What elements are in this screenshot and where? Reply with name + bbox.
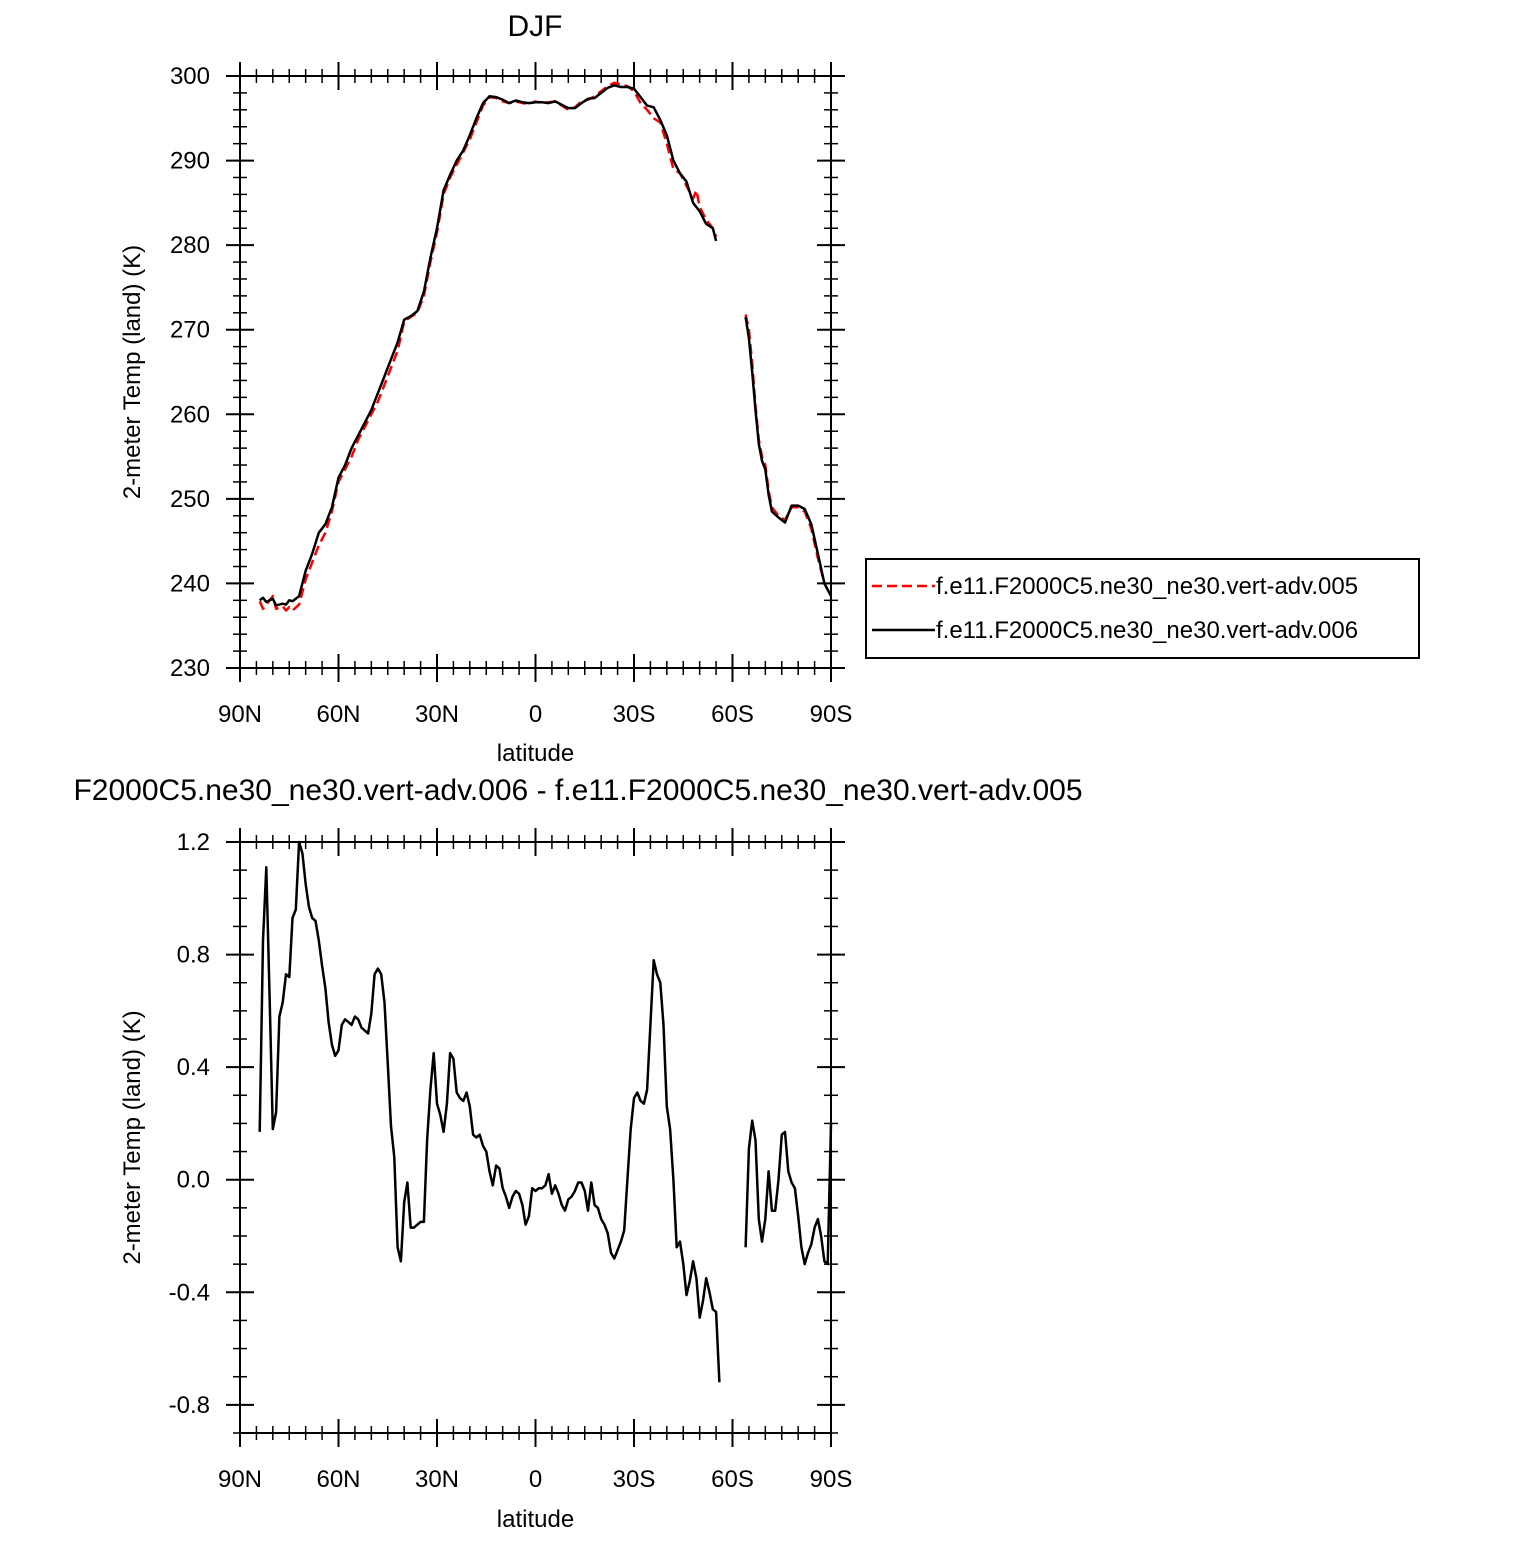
x-tick-label: 60S [711, 701, 754, 728]
legend: f.e11.F2000C5.ne30_ne30.vert-adv.005 f.e1… [865, 558, 1420, 659]
legend-box [865, 558, 1420, 659]
series-line [744, 316, 833, 597]
y-tick-label: 0.0 [177, 1167, 210, 1194]
y-tick-label: 1.2 [177, 829, 210, 856]
x-tick-label: 30N [415, 1466, 459, 1493]
y-tick-label: -0.8 [169, 1392, 210, 1419]
legend-label: f.e11.F2000C5.ne30_ne30.vert-adv.005 [936, 573, 1358, 600]
y-tick-label: 290 [170, 148, 210, 175]
series-line [744, 1119, 833, 1266]
x-tick-label: 60N [316, 701, 360, 728]
y-axis-label: 2-meter Temp (land) (K) [119, 245, 146, 499]
x-tick-label: 60N [316, 1466, 360, 1493]
plot-frame [239, 841, 832, 1434]
x-tick-label: 0 [529, 701, 542, 728]
difference-plot: F2000C5.ne30_ne30.vert-adv.006 - f.e11.F… [73, 774, 1082, 1533]
series-line [258, 81, 718, 612]
x-axis-label: latitude [497, 1506, 574, 1533]
y-axis-label: 2-meter Temp (land) (K) [119, 1010, 146, 1264]
y-tick-label: 280 [170, 232, 210, 259]
y-tick-label: 270 [170, 317, 210, 344]
x-tick-label: 60S [711, 1466, 754, 1493]
series-line [258, 84, 718, 607]
y-tick-label: 240 [170, 570, 210, 597]
temperature-plot: DJF 90N 60N 30N 0 30S 60S 90S 230 240 250 260 270 280… [119, 10, 852, 767]
x-tick-label: 30S [613, 701, 656, 728]
y-tick-label: 260 [170, 401, 210, 428]
x-tick-label: 90S [810, 701, 853, 728]
x-axis-label: latitude [497, 740, 574, 767]
y-tick-label: 0.8 [177, 942, 210, 969]
x-tick-label: 90N [218, 1466, 262, 1493]
y-tick-label: 0.4 [177, 1054, 210, 1081]
plot-frame [239, 75, 832, 669]
chart-title: F2000C5.ne30_ne30.vert-adv.006 - f.e11.F… [73, 774, 1082, 807]
y-tick-label: -0.4 [169, 1279, 210, 1306]
x-tick-label: 90S [810, 1466, 853, 1493]
y-tick-label: 300 [170, 63, 210, 90]
legend-label: f.e11.F2000C5.ne30_ne30.vert-adv.006 [936, 617, 1358, 644]
y-tick-label: 230 [170, 655, 210, 682]
x-tick-label: 30N [415, 701, 459, 728]
x-tick-label: 30S [613, 1466, 656, 1493]
series-line [258, 840, 721, 1383]
y-tick-label: 250 [170, 486, 210, 513]
x-tick-label: 0 [529, 1466, 542, 1493]
x-tick-label: 90N [218, 701, 262, 728]
chart-title: DJF [508, 10, 563, 43]
